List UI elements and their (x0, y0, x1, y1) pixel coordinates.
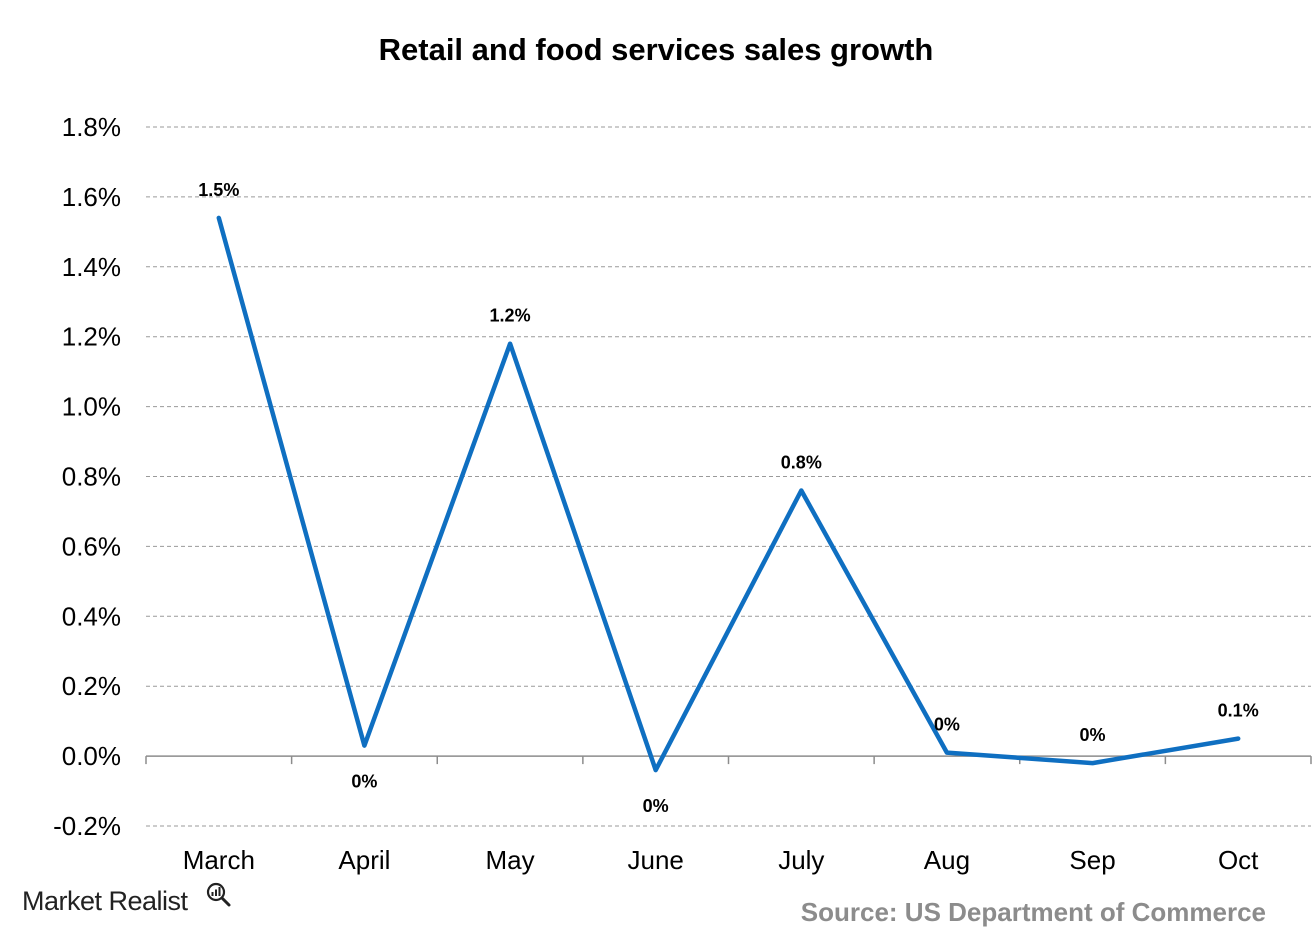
y-tick-label: 0.0% (62, 741, 121, 771)
y-tick-label: -0.2% (53, 811, 121, 841)
y-tick-label: 1.2% (62, 322, 121, 352)
data-label: 0.8% (781, 452, 822, 472)
y-tick-label: 1.8% (62, 112, 121, 142)
data-label: 0.1% (1218, 701, 1259, 721)
y-tick-label: 0.2% (62, 671, 121, 701)
y-axis-ticks: -0.2% 0.0% 0.2% 0.4% 0.6% 0.8% 1.0% 1.2% 1.4% 1.6… (53, 112, 121, 841)
magnifier-chart-icon (206, 882, 231, 907)
x-tick-label: July (778, 845, 824, 875)
data-label: 1.5% (198, 180, 239, 200)
x-tick-label: Aug (924, 845, 970, 875)
data-label: 0% (1080, 725, 1106, 745)
series (216, 215, 1241, 773)
data-label: 0% (934, 715, 960, 735)
source-note: Source: US Department of Commerce (800, 897, 1266, 927)
y-tick-label: 0.8% (62, 462, 121, 492)
x-tick-label: Sep (1069, 845, 1115, 875)
brand-logo-text: Market Realist (22, 886, 188, 916)
data-label: 0% (351, 772, 377, 792)
chart-title: Retail and food services sales growth (379, 32, 934, 67)
y-tick-label: 0.6% (62, 531, 121, 561)
y-tick-label: 1.0% (62, 392, 121, 422)
data-label: 0% (643, 796, 669, 816)
x-tick-label: March (183, 845, 255, 875)
x-axis (145, 755, 1312, 765)
x-axis-ticks: March April May June July Aug Sep Oct (183, 845, 1259, 875)
x-tick-label: May (486, 845, 535, 875)
series-line (216, 215, 1241, 773)
x-tick-label: April (338, 845, 390, 875)
x-tick-label: Oct (1218, 845, 1259, 875)
y-tick-label: 1.6% (62, 182, 121, 212)
data-labels: 1.5% 0% 1.2% 0% 0.8% 0% 0% 0.1% (198, 180, 1258, 816)
gridlines (146, 126, 1311, 827)
data-label: 1.2% (490, 306, 531, 326)
y-tick-label: 0.4% (62, 601, 121, 631)
x-tick-label: June (627, 845, 683, 875)
y-tick-label: 1.4% (62, 252, 121, 282)
